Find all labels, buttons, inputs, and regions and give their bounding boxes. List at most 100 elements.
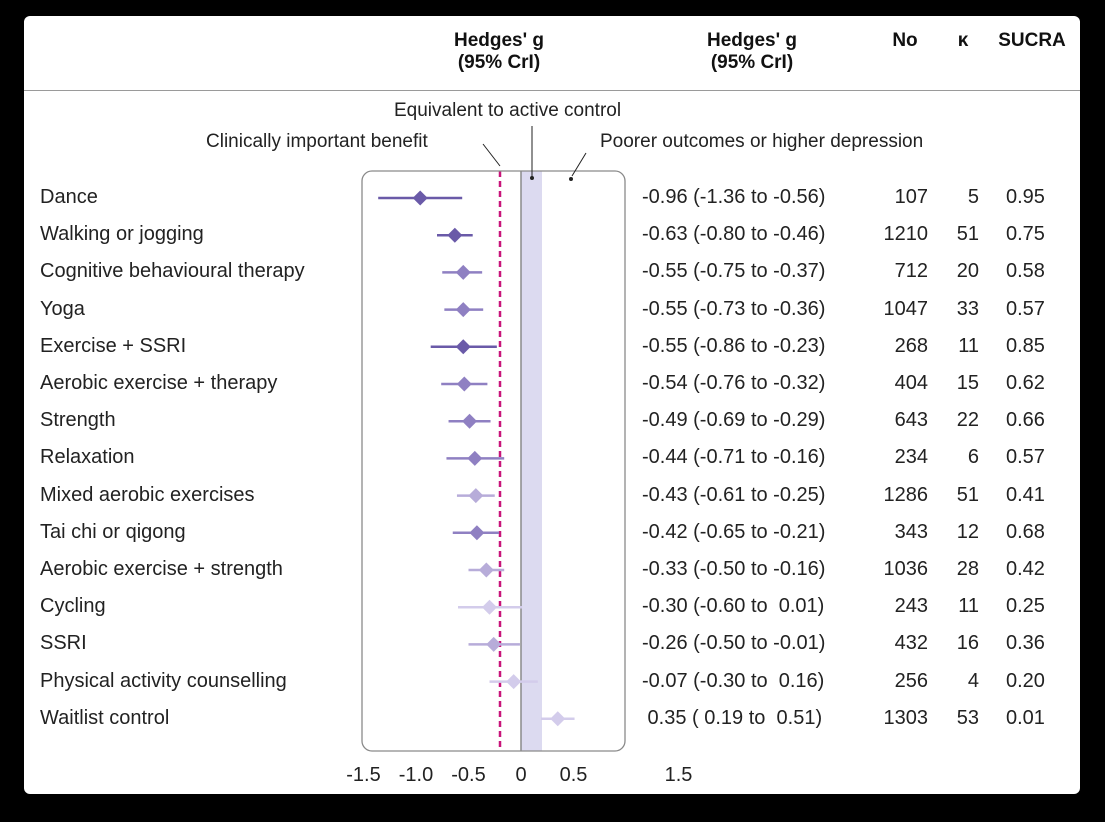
row-label: Aerobic exercise + therapy [40, 372, 278, 394]
sucra-value: 0.57 [1006, 297, 1045, 320]
estimate-text: -0.42 (-0.65 to -0.21) [642, 520, 826, 543]
estimate-text: -0.63 (-0.80 to -0.46) [642, 223, 826, 246]
point-estimate-marker [469, 525, 485, 541]
estimate-text: -0.30 (-0.60 to 0.01) [642, 595, 825, 618]
row-label: Walking or jogging [40, 223, 204, 246]
sucra-value: 0.62 [1006, 372, 1045, 394]
estimate-text: -0.07 (-0.30 to 0.16) [642, 669, 825, 692]
annotation-benefit: Clinically important benefit [206, 131, 428, 152]
sucra-value: 0.75 [1006, 223, 1045, 246]
point-estimate-marker [478, 562, 494, 578]
equivalence-band [521, 171, 542, 751]
annotation-benefit-leader [482, 143, 501, 167]
point-estimate-marker [550, 711, 566, 727]
studies-k: 51 [956, 223, 979, 246]
row-label: Cycling [40, 595, 106, 618]
participants-no: 107 [894, 186, 928, 208]
sucra-value: 0.01 [1006, 706, 1045, 729]
participants-no: 1303 [883, 706, 929, 729]
annotation-poorer-dot [569, 177, 573, 181]
point-estimate-marker [468, 488, 484, 504]
x-tick-label: 0.5 [559, 764, 588, 786]
row-label: Exercise + SSRI [40, 334, 187, 357]
studies-k: 5 [967, 186, 979, 208]
annotation-equivalent: Equivalent to active control [394, 100, 622, 121]
point-estimate-marker [482, 599, 497, 615]
x-tick-label: 1.5 [664, 764, 693, 786]
row-label: Cognitive behavioural therapy [40, 260, 305, 283]
point-estimate-marker [455, 302, 471, 318]
studies-k: 6 [967, 446, 979, 469]
participants-no: 268 [894, 334, 928, 357]
header-no: No [892, 30, 918, 51]
estimate-text: -0.96 (-1.36 to -0.56) [642, 186, 826, 208]
row-label: Relaxation [40, 446, 135, 469]
studies-k: 15 [956, 372, 979, 394]
sucra-value: 0.66 [1006, 409, 1045, 432]
point-estimate-marker [456, 376, 472, 392]
sucra-value: 0.36 [1006, 632, 1045, 655]
studies-k: 11 [958, 595, 979, 618]
sucra-value: 0.41 [1006, 483, 1045, 506]
annotation-equivalent-dot [530, 176, 534, 180]
estimate-text: -0.26 (-0.50 to -0.01) [642, 632, 826, 655]
estimate-text: -0.55 (-0.73 to -0.36) [642, 297, 826, 320]
header-k: κ [957, 30, 969, 51]
participants-no: 1047 [883, 297, 929, 320]
studies-k: 4 [967, 669, 979, 692]
sucra-value: 0.57 [1006, 446, 1045, 469]
participants-no: 256 [894, 669, 928, 692]
point-estimate-marker [462, 413, 478, 429]
participants-no: 432 [894, 632, 928, 655]
x-tick-label: -1.5 [346, 764, 381, 786]
studies-k: 53 [956, 706, 979, 729]
participants-no: 1286 [883, 483, 929, 506]
participants-no: 1210 [883, 223, 929, 246]
participants-no: 712 [894, 260, 928, 283]
x-tick-label: 0 [515, 764, 527, 786]
estimate-text: -0.55 (-0.75 to -0.37) [642, 260, 826, 283]
row-label: SSRI [40, 632, 87, 655]
forest-plot-card: Hedges' g (95% CrI) Hedges' g (95% CrI) … [24, 16, 1080, 794]
estimate-text: -0.33 (-0.50 to -0.16) [642, 558, 826, 580]
participants-no: 234 [894, 446, 928, 469]
header-sucra: SUCRA [998, 30, 1066, 51]
estimate-text: -0.55 (-0.86 to -0.23) [642, 334, 826, 357]
studies-k: 22 [956, 409, 979, 432]
row-label: Tai chi or qigong [40, 520, 186, 543]
studies-k: 16 [956, 632, 979, 655]
header-plot-effect: Hedges' g (95% CrI) [453, 30, 545, 73]
participants-no: 243 [894, 595, 928, 618]
participants-no: 343 [894, 520, 928, 543]
header-divider [24, 90, 1080, 91]
sucra-value: 0.42 [1006, 558, 1045, 580]
point-estimate-marker [506, 674, 522, 690]
studies-k: 12 [956, 520, 979, 543]
studies-k: 51 [956, 483, 979, 506]
participants-no: 404 [894, 372, 928, 394]
row-label: Mixed aerobic exercises [40, 483, 255, 506]
point-estimate-marker [486, 636, 502, 652]
row-label: Strength [40, 409, 116, 432]
studies-k: 11 [958, 334, 979, 357]
estimate-text: -0.44 (-0.71 to -0.16) [642, 446, 826, 469]
header-estimate: Hedges' g (95% CrI) [706, 30, 798, 73]
estimate-text: -0.43 (-0.61 to -0.25) [642, 483, 826, 506]
row-label: Dance [40, 186, 98, 208]
estimate-text: 0.35 ( 0.19 to 0.51) [642, 706, 823, 729]
studies-k: 20 [956, 260, 979, 283]
point-estimate-marker [412, 190, 428, 206]
row-label: Yoga [40, 297, 85, 320]
sucra-value: 0.20 [1006, 669, 1045, 692]
studies-k: 33 [956, 297, 979, 320]
point-estimate-marker [447, 227, 463, 243]
point-estimate-marker [455, 339, 471, 355]
row-label: Waitlist control [40, 706, 170, 729]
sucra-value: 0.68 [1006, 520, 1045, 543]
forest-plot-svg [361, 126, 626, 752]
participants-no: 1036 [883, 558, 929, 580]
x-tick-label: -1.0 [398, 764, 434, 786]
x-tick-label: -0.5 [451, 764, 486, 786]
plot-frame [361, 170, 626, 752]
sucra-value: 0.25 [1006, 595, 1045, 618]
